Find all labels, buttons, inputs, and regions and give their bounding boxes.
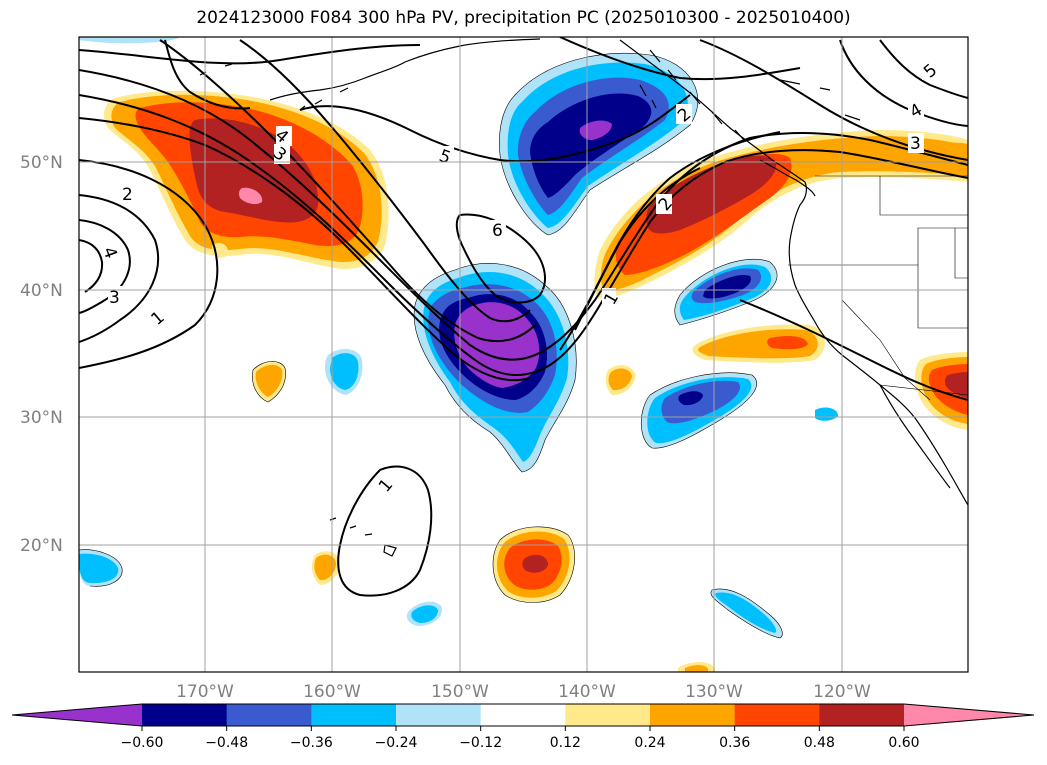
lon-label-150w: 150°W — [431, 682, 489, 702]
colorbar-tick-label: 0.12 — [550, 735, 581, 751]
political-borders — [788, 175, 968, 401]
lon-label-130w: 130°W — [685, 682, 743, 702]
longitude-labels: 170°W 160°W 150°W 140°W 130°W 120°W — [176, 682, 871, 702]
coastlines — [199, 38, 968, 557]
contour-label-3-west: 3 — [109, 288, 120, 308]
map-title: 2024123000 F084 300 hPa PV, precipitatio… — [196, 8, 851, 28]
contour-label-3-ne: 3 — [910, 134, 921, 154]
lon-label-120w: 120°W — [813, 682, 871, 702]
colorbar-tick-label: −0.60 — [121, 735, 164, 751]
lat-label-50n: 50°N — [20, 153, 63, 173]
lat-label-40n: 40°N — [20, 281, 63, 301]
colorbar-tick-label: 0.36 — [719, 735, 750, 751]
colorbar-segment — [226, 704, 312, 726]
colorbar-tick-label: −0.48 — [205, 735, 248, 751]
colorbar-extend-low — [12, 704, 142, 726]
contour-label-2-west: 2 — [122, 185, 133, 205]
colorbar-extend-high — [904, 704, 1034, 726]
colorbar-tick-label: −0.12 — [459, 735, 502, 751]
colorbar-segment — [480, 704, 566, 726]
graticule — [79, 37, 968, 672]
contour-label-6-central: 6 — [492, 221, 503, 241]
neg-anomaly-gulf-of-alaska — [499, 53, 698, 235]
colorbar-tick-label: 0.48 — [804, 735, 835, 751]
colorbar-segment — [396, 704, 482, 726]
colorbar-segment — [565, 704, 651, 726]
pv-contour-labels: 1 2 3 4 5 6 1 2 3 4 5 4 3 2 — [98, 60, 941, 496]
colorbar-segment — [734, 704, 820, 726]
colorbar-segment — [142, 704, 228, 726]
colorbar-segment — [650, 704, 736, 726]
lon-label-160w: 160°W — [303, 682, 361, 702]
pv-contours — [79, 37, 968, 597]
lon-label-170w: 170°W — [176, 682, 234, 702]
colorbar-segment — [819, 704, 905, 726]
latitude-labels: 50°N 40°N 30°N 20°N — [20, 153, 63, 556]
map-frame — [78, 36, 969, 673]
colorbar-segment — [311, 704, 397, 726]
colorbar-tick-label: 0.24 — [634, 735, 665, 751]
colorbar-tick-label: −0.36 — [290, 735, 333, 751]
neg-anomaly-ne-pacific — [641, 259, 838, 638]
colorbar: −0.60 −0.48 −0.36 −0.24 −0.12 0.12 0.24 0.36 0.4… — [11, 703, 1035, 751]
colorbar-tick-label: −0.24 — [375, 735, 418, 751]
colorbar-tick-label: 0.60 — [888, 735, 919, 751]
pos-anomaly-other-cells — [252, 324, 968, 672]
lat-label-20n: 20°N — [20, 536, 63, 556]
neg-anomaly-isolated-cells — [79, 37, 443, 626]
lat-label-30n: 30°N — [20, 408, 63, 428]
lon-label-140w: 140°W — [558, 682, 616, 702]
